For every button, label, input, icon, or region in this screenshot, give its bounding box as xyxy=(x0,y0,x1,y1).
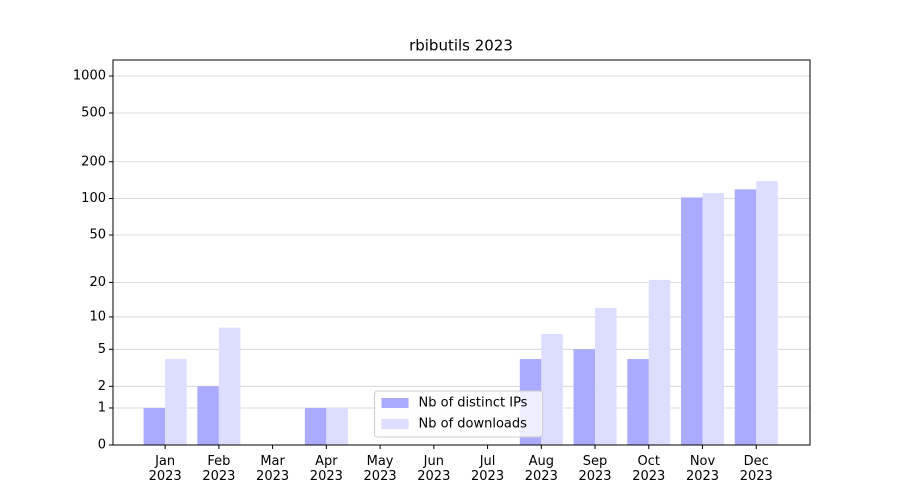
legend-swatch xyxy=(381,398,409,408)
legend-label: Nb of downloads xyxy=(419,417,528,432)
x-tick-label: Sep 2023 xyxy=(578,454,612,484)
bar xyxy=(541,333,563,445)
x-tick-label: Dec 2023 xyxy=(739,454,773,484)
bar xyxy=(165,359,187,445)
bar xyxy=(143,407,166,445)
x-tick-label: May 2023 xyxy=(363,454,397,484)
x-tick-label: Apr 2023 xyxy=(309,454,343,484)
bar xyxy=(627,359,649,445)
legend-swatch xyxy=(381,419,409,429)
y-tick-label: 200 xyxy=(81,154,106,169)
bar xyxy=(756,181,778,446)
x-tick-label: Mar 2023 xyxy=(256,454,290,484)
bar xyxy=(304,407,327,445)
x-tick-label: Jan 2023 xyxy=(148,454,182,484)
legend: Nb of distinct IPs Nb of downloads xyxy=(374,390,543,438)
y-tick-label: 1000 xyxy=(73,69,106,84)
x-tick-label: Feb 2023 xyxy=(202,454,236,484)
y-tick-label: 2 xyxy=(98,379,106,394)
bar xyxy=(218,327,241,445)
y-tick-label: 1 xyxy=(98,400,106,415)
x-tick-label: Aug 2023 xyxy=(524,454,558,484)
x-tick-label: Nov 2023 xyxy=(685,454,720,484)
y-tick-label: 500 xyxy=(81,105,106,120)
bar xyxy=(595,308,617,445)
legend-box xyxy=(374,390,543,438)
x-tick-label: Oct 2023 xyxy=(632,454,666,484)
plot-frame xyxy=(112,59,811,446)
y-tick-label: 0 xyxy=(98,438,106,453)
bar xyxy=(702,192,725,445)
y-tick-label: 100 xyxy=(81,191,106,206)
bar xyxy=(573,349,596,445)
y-tick-label: 10 xyxy=(89,309,106,324)
x-tick-label: Jun 2023 xyxy=(417,454,451,484)
bar xyxy=(681,197,703,445)
legend-label: Nb of distinct IPs xyxy=(419,396,528,411)
y-tick-label: 20 xyxy=(89,275,106,290)
y-tick-label: 50 xyxy=(89,228,106,243)
bar xyxy=(734,189,757,445)
y-tick-label: 5 xyxy=(98,342,106,357)
bar xyxy=(326,407,348,445)
x-tick-label: Jul 2023 xyxy=(471,454,505,484)
bar xyxy=(648,279,671,445)
chart-title: rbibutils 2023 xyxy=(409,37,513,55)
bar xyxy=(197,386,219,445)
